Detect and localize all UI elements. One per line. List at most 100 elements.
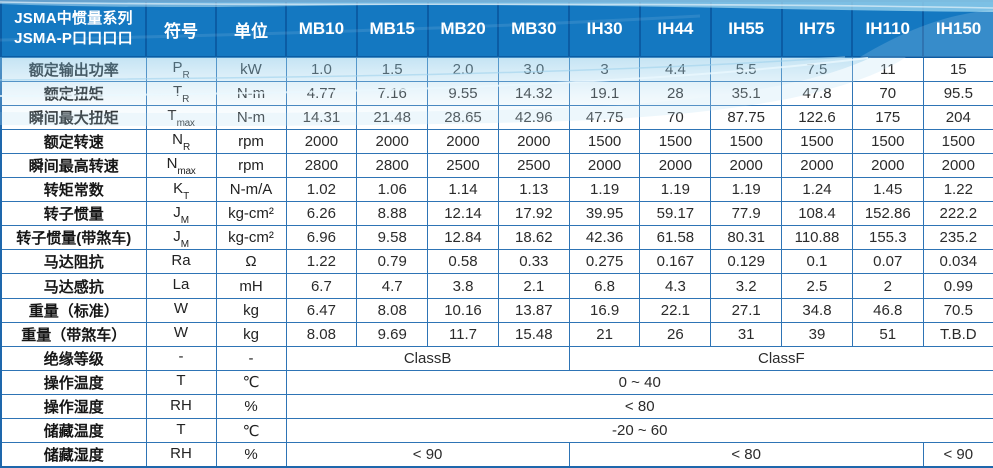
symbol-sub: R xyxy=(182,70,190,82)
row-label: 绝缘等级 xyxy=(0,345,147,371)
value-cell: 3.2 xyxy=(710,273,783,299)
spec-row: 操作温度 T ℃ 0 ~ 40 xyxy=(0,369,993,396)
value-cell: 2800 xyxy=(356,152,429,179)
value-cell: 51 xyxy=(851,321,924,347)
value-cell: 2.0 xyxy=(427,56,499,82)
value-cell: 2000 xyxy=(497,128,570,154)
symbol-main: T xyxy=(176,372,186,390)
model-column-header-mb20: MB20 xyxy=(426,0,500,58)
symbol-main: N xyxy=(172,131,183,149)
value-cell: 1.19 xyxy=(710,177,783,203)
value-cell: 2000 xyxy=(568,152,641,179)
row-label: 瞬间最高转速 xyxy=(0,152,147,179)
value-cell: 10.16 xyxy=(427,297,499,323)
value-cell: 4.77 xyxy=(285,80,358,106)
row-unit: kg-cm² xyxy=(215,225,287,251)
value-cell: 11.7 xyxy=(427,321,499,347)
value-cell: 59.17 xyxy=(639,201,712,227)
value-cell: 35.1 xyxy=(710,80,783,106)
value-cell: 1.24 xyxy=(781,177,853,203)
row-unit: % xyxy=(215,442,287,468)
row-label: 马达感抗 xyxy=(0,273,147,299)
value-cell: 222.2 xyxy=(922,201,993,227)
value-cell: 155.3 xyxy=(851,225,924,251)
row-label: 操作湿度 xyxy=(0,394,147,420)
value-cell: 6.8 xyxy=(568,273,641,299)
value-cell: 13.87 xyxy=(497,297,570,323)
row-label: 转矩常数 xyxy=(0,177,147,203)
span-value-cell: ClassF xyxy=(568,345,993,371)
symbol-main: RH xyxy=(170,444,192,462)
row-unit: Ω xyxy=(215,249,287,275)
value-cell: 1.06 xyxy=(356,177,429,203)
span-value-cell: < 90 xyxy=(285,442,570,468)
spec-row: 额定输出功率 PR kW 1.0 1.5 2.0 3.0 3 4.4 5.5 7.5 11 15 xyxy=(0,56,993,82)
value-cell: 70.5 xyxy=(922,297,993,323)
value-cell: 47.75 xyxy=(568,104,641,130)
row-symbol: La xyxy=(145,273,217,299)
value-cell: 1.19 xyxy=(568,177,641,203)
symbol-main: J xyxy=(173,227,181,245)
value-cell: 15 xyxy=(922,56,993,82)
value-cell: 175 xyxy=(851,104,924,130)
value-cell: 8.08 xyxy=(356,297,429,323)
row-label: 转子惯量 xyxy=(0,201,147,227)
span-value-cell: 0 ~ 40 xyxy=(285,369,993,396)
value-cell: 12.84 xyxy=(427,225,499,251)
row-unit: % xyxy=(215,394,287,420)
value-cell: 1.19 xyxy=(639,177,712,203)
symbol-sub: M xyxy=(180,238,189,250)
span-value-cell: -20 ~ 60 xyxy=(285,418,993,444)
value-cell: 95.5 xyxy=(922,80,993,106)
spec-row: 储藏温度 T ℃ -20 ~ 60 xyxy=(0,418,993,444)
model-column-header-ih30: IH30 xyxy=(568,0,641,58)
value-cell: 0.58 xyxy=(427,249,499,275)
value-cell: 122.6 xyxy=(781,104,853,130)
value-cell: 7.5 xyxy=(781,56,853,82)
span-value-cell: ClassB xyxy=(285,345,570,371)
row-symbol: - xyxy=(145,345,217,371)
value-cell: 4.7 xyxy=(356,273,429,299)
value-cell: 42.96 xyxy=(497,104,570,130)
model-column-header-mb15: MB15 xyxy=(355,0,429,58)
value-cell: 4.4 xyxy=(639,56,712,82)
value-cell: 2000 xyxy=(639,152,712,179)
symbol-sub: max xyxy=(176,118,195,130)
row-symbol: Nmax xyxy=(145,152,217,179)
value-cell: 70 xyxy=(851,80,924,106)
value-cell: 3.0 xyxy=(497,56,570,82)
row-label: 额定转速 xyxy=(0,128,147,154)
row-symbol: TR xyxy=(145,80,217,106)
spec-row: 操作湿度 RH% < 80 xyxy=(0,394,993,420)
symbol-main: J xyxy=(173,203,181,221)
header-row: JSMA中惯量系列 JSMA-P口口口口 符号 单位 MB10 MB15 MB20 MB30 I… xyxy=(0,0,993,58)
value-cell: 2500 xyxy=(497,152,570,179)
value-cell: 2000 xyxy=(356,128,429,154)
value-cell: 42.36 xyxy=(568,225,641,251)
value-cell: 34.8 xyxy=(781,297,853,323)
row-unit: kg-cm² xyxy=(215,201,287,227)
row-unit: ℃ xyxy=(215,369,287,396)
spec-row: 马达阻抗 Ra Ω 1.22 0.79 0.58 0.33 0.275 0.167 0.129 0.… xyxy=(0,249,993,275)
model-column-header-ih110: IH110 xyxy=(851,0,925,58)
row-label: 转子惯量(带煞车) xyxy=(0,225,147,251)
value-cell: 26 xyxy=(639,321,712,347)
symbol-main: K xyxy=(173,179,184,197)
value-cell: 18.62 xyxy=(497,225,570,251)
row-unit: mH xyxy=(215,273,287,299)
value-cell: 15.48 xyxy=(497,321,570,347)
row-label: 额定输出功率 xyxy=(0,56,147,82)
model-column-header-ih75: IH75 xyxy=(780,0,854,58)
unit-column-header: 单位 xyxy=(215,0,287,58)
row-unit: - xyxy=(215,345,287,371)
spec-row: 瞬间最高转速 Nmax rpm 2800 2800 2500 2500 2000 2000 200… xyxy=(0,152,993,179)
value-cell: 2.5 xyxy=(781,273,853,299)
value-cell: 21 xyxy=(568,321,641,347)
spec-row: 转子惯量(带煞车) JM kg-cm² 6.96 9.58 12.84 18.62 42.36… xyxy=(0,225,993,251)
symbol-main: RH xyxy=(170,396,192,414)
value-cell: 39.95 xyxy=(568,201,641,227)
title-line2: JSMA-P口口口口 xyxy=(14,30,133,47)
value-cell: 14.32 xyxy=(497,80,570,106)
value-cell: 21.48 xyxy=(356,104,429,130)
